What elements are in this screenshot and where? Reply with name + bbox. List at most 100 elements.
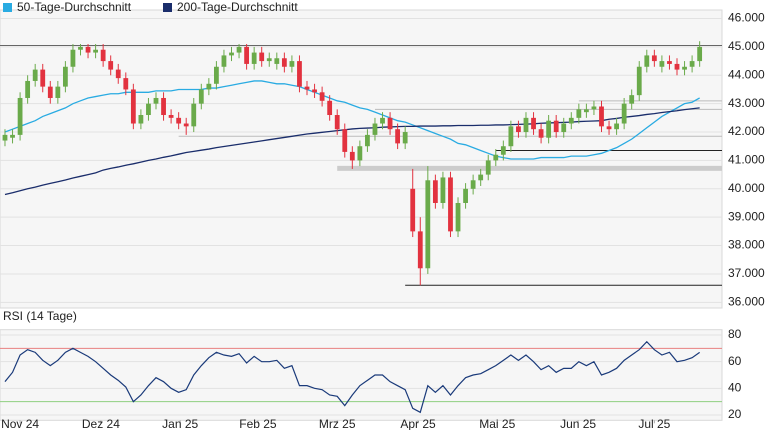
candle-body bbox=[425, 180, 431, 269]
candle-body bbox=[153, 97, 159, 104]
candle-body bbox=[130, 89, 136, 124]
candle-body bbox=[342, 129, 348, 152]
y-tick-label: 44.000 bbox=[728, 67, 765, 81]
candle-body bbox=[319, 92, 325, 101]
candle-body bbox=[576, 109, 582, 118]
y-tick-label: 46.000 bbox=[728, 11, 765, 25]
candle-body bbox=[123, 78, 129, 90]
candle-body bbox=[697, 46, 703, 62]
x-tick-label: Jun 25 bbox=[560, 417, 596, 430]
candle-body bbox=[312, 89, 317, 93]
candle-body bbox=[568, 117, 574, 124]
candle-body bbox=[372, 123, 378, 135]
y-tick-label: 45.000 bbox=[728, 39, 765, 53]
candle-body bbox=[546, 120, 552, 138]
candle-body bbox=[531, 117, 536, 130]
y-tick-label: 43.000 bbox=[728, 96, 765, 110]
y-tick-label: 38.000 bbox=[728, 238, 765, 252]
x-tick-label: Feb 25 bbox=[239, 417, 277, 430]
candle-body bbox=[191, 103, 197, 127]
y-tick-label: 42.000 bbox=[728, 124, 765, 138]
y-tick-label: 39.000 bbox=[728, 209, 765, 223]
x-tick-label: Mrz 25 bbox=[319, 417, 356, 430]
x-tick-label: Mai 25 bbox=[479, 417, 515, 430]
candle-body bbox=[365, 134, 370, 147]
y-tick-label: 80 bbox=[728, 327, 742, 341]
x-tick-label: Jul 25 bbox=[638, 417, 670, 430]
x-tick-label: Dez 24 bbox=[82, 417, 120, 430]
candle-body bbox=[395, 129, 401, 144]
candle-body bbox=[17, 97, 23, 135]
candle-body bbox=[25, 80, 31, 98]
candle-body bbox=[380, 117, 385, 124]
candle-body bbox=[138, 115, 144, 124]
candle-body bbox=[108, 61, 114, 70]
candle-body bbox=[583, 109, 589, 113]
candle-body bbox=[516, 126, 521, 133]
candle-body bbox=[500, 146, 506, 155]
candle-body bbox=[100, 49, 106, 62]
candle-body bbox=[644, 55, 650, 67]
candle-body bbox=[10, 134, 15, 138]
legend-swatch bbox=[163, 3, 172, 12]
candle-body bbox=[440, 177, 446, 203]
candle-body bbox=[146, 103, 151, 116]
candle-body bbox=[463, 188, 468, 203]
candle-body bbox=[297, 61, 302, 87]
legend-swatch bbox=[3, 3, 12, 12]
candle-body bbox=[470, 180, 476, 189]
candle-body bbox=[244, 46, 250, 64]
candle-body bbox=[682, 66, 687, 70]
x-tick-label: Nov 24 bbox=[1, 417, 39, 430]
candle-body bbox=[410, 188, 416, 232]
candle-body bbox=[327, 100, 333, 116]
candle-body bbox=[349, 151, 355, 161]
candle-body bbox=[85, 46, 91, 53]
candle-body bbox=[636, 66, 642, 96]
candle-body bbox=[221, 55, 227, 67]
candle-body bbox=[183, 123, 189, 127]
candle-body bbox=[251, 52, 257, 64]
candle-body bbox=[259, 52, 265, 62]
candle-body bbox=[485, 160, 491, 175]
candle-body bbox=[659, 61, 665, 67]
candle-body bbox=[161, 97, 166, 116]
candle-body bbox=[478, 174, 484, 181]
candle-body bbox=[93, 49, 98, 53]
x-tick-label: Apr 25 bbox=[400, 417, 436, 430]
candle-body bbox=[629, 95, 635, 104]
candle-body bbox=[357, 146, 363, 161]
candle-body bbox=[229, 52, 234, 56]
candle-body bbox=[614, 123, 619, 130]
y-tick-label: 40 bbox=[728, 380, 742, 394]
candle-body bbox=[432, 180, 438, 203]
candle-body bbox=[281, 58, 287, 67]
candle-body bbox=[115, 69, 121, 79]
candle-body bbox=[70, 49, 76, 67]
candle-body bbox=[538, 129, 544, 138]
y-tick-label: 20 bbox=[728, 407, 742, 421]
candle-body bbox=[599, 106, 604, 127]
candle-body bbox=[591, 106, 597, 110]
candle-body bbox=[689, 61, 695, 67]
candle-body bbox=[606, 126, 612, 130]
candle-body bbox=[402, 132, 408, 144]
candle-body bbox=[55, 86, 61, 98]
rsi-line bbox=[4, 340, 700, 414]
candle-body bbox=[561, 123, 567, 133]
legend-label: 200-Tage-Durchschnitt bbox=[177, 0, 298, 14]
y-tick-label: 41.000 bbox=[728, 153, 765, 167]
candle-body bbox=[198, 89, 204, 104]
rsi-title: RSI (14 Tage) bbox=[3, 309, 77, 323]
candle-body bbox=[387, 117, 393, 130]
x-tick-label: Jan 25 bbox=[162, 417, 198, 430]
candle-body bbox=[667, 61, 672, 64]
candle-body bbox=[508, 126, 514, 147]
y-tick-label: 36.000 bbox=[728, 294, 765, 308]
y-tick-label: 40.000 bbox=[728, 181, 765, 195]
candle-body bbox=[289, 61, 295, 67]
plot-background bbox=[0, 329, 723, 421]
candle-body bbox=[40, 69, 46, 87]
candle-body bbox=[455, 202, 461, 232]
